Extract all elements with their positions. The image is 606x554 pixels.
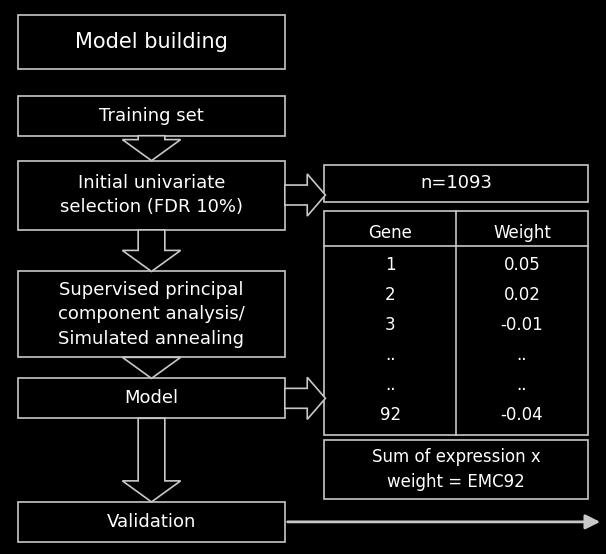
Polygon shape [122,418,181,502]
Text: Initial univariate
selection (FDR 10%): Initial univariate selection (FDR 10%) [60,174,243,217]
Polygon shape [122,136,181,161]
FancyBboxPatch shape [18,15,285,69]
Polygon shape [122,230,181,271]
Text: -0.01: -0.01 [501,316,544,334]
FancyBboxPatch shape [18,502,285,542]
Polygon shape [285,174,325,216]
FancyBboxPatch shape [324,211,588,435]
Text: Supervised principal
component analysis/
Simulated annealing: Supervised principal component analysis/… [58,281,245,348]
FancyBboxPatch shape [18,161,285,230]
FancyBboxPatch shape [18,271,285,357]
Text: -0.04: -0.04 [501,406,543,424]
Text: ..: .. [385,346,395,364]
FancyBboxPatch shape [324,440,588,499]
Text: Model: Model [124,389,179,407]
Text: Sum of expression x
weight = EMC92: Sum of expression x weight = EMC92 [371,448,541,491]
FancyBboxPatch shape [18,96,285,136]
Text: 1: 1 [385,256,396,274]
Polygon shape [285,377,325,419]
Text: Validation: Validation [107,513,196,531]
Text: 2: 2 [385,286,396,304]
Text: Training set: Training set [99,107,204,125]
Text: n=1093: n=1093 [420,175,492,192]
Text: ..: .. [517,346,527,364]
Text: Weight: Weight [493,224,551,242]
Text: 0.05: 0.05 [504,256,541,274]
Text: 3: 3 [385,316,396,334]
Text: 0.02: 0.02 [504,286,541,304]
Text: ..: .. [517,376,527,394]
FancyBboxPatch shape [18,378,285,418]
FancyBboxPatch shape [324,165,588,202]
Text: 92: 92 [379,406,401,424]
Text: ..: .. [385,376,395,394]
Text: Gene: Gene [368,224,412,242]
Polygon shape [122,357,181,378]
Text: Model building: Model building [75,32,228,52]
